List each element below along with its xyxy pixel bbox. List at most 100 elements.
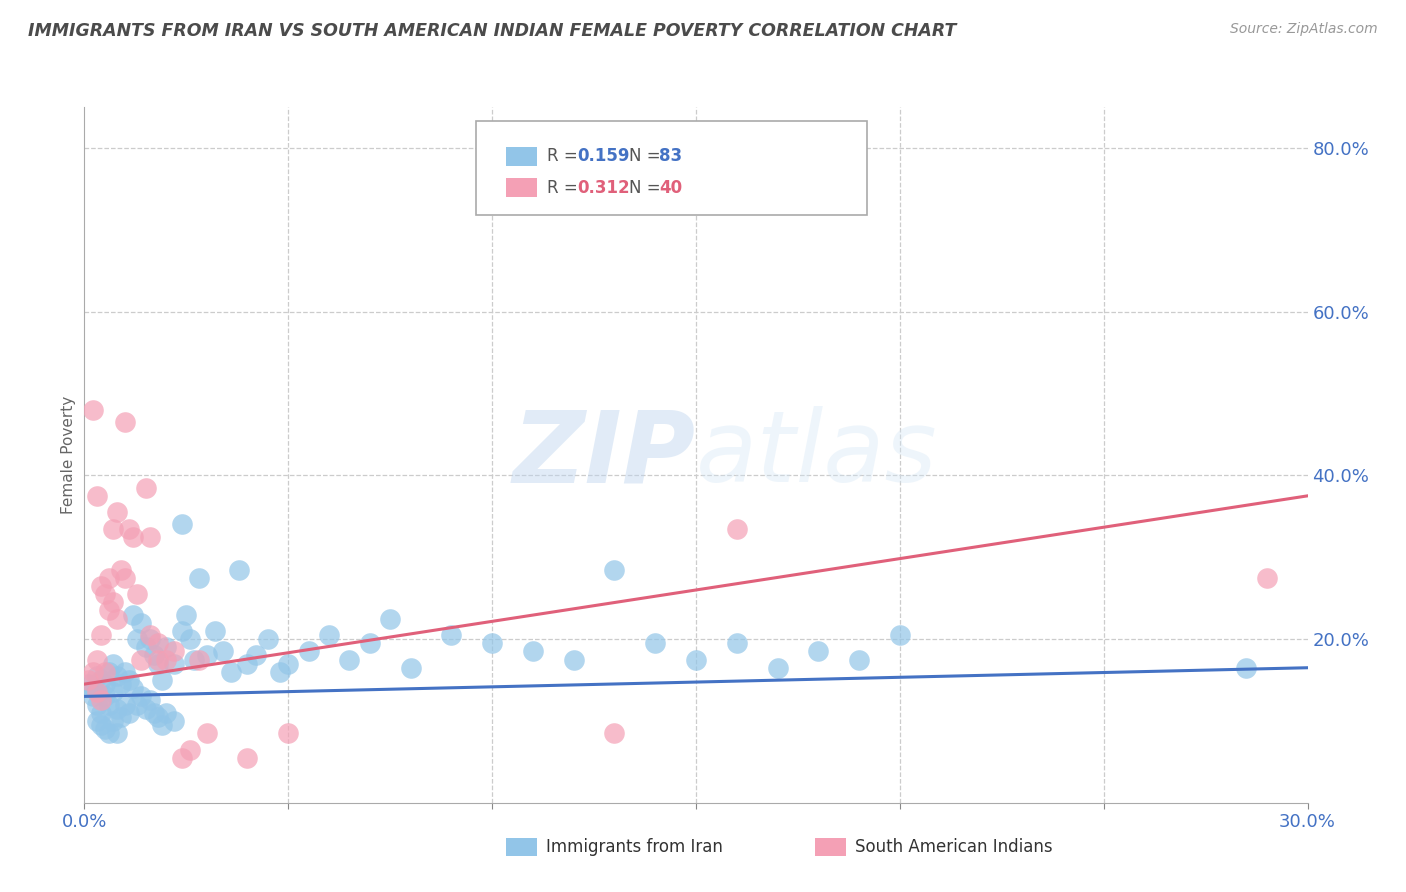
Point [172,624,194,638]
Point [86,698,108,712]
Text: 40: 40 [659,178,682,197]
Point [105,612,128,626]
Point [131,652,153,666]
Y-axis label: Female Poverty: Female Poverty [60,396,76,514]
Point [105,701,128,715]
Point [86,714,108,728]
Point [766,661,789,675]
Point [195,648,218,663]
Point [848,652,870,666]
Point [93,587,117,601]
FancyBboxPatch shape [475,121,868,215]
Point [131,690,153,704]
Text: 0.159: 0.159 [578,147,630,165]
Point [163,714,186,728]
Point [114,698,136,712]
Point [93,722,117,736]
FancyBboxPatch shape [506,146,537,166]
Point [118,706,141,720]
Point [135,481,157,495]
Point [339,652,361,666]
Point [90,628,112,642]
Point [110,710,132,724]
Point [399,661,422,675]
Point [146,657,169,671]
Point [183,652,205,666]
Point [138,628,160,642]
Point [105,726,128,740]
Point [187,652,209,666]
Point [101,657,124,671]
Point [127,698,149,712]
Point [105,505,128,519]
Point [359,636,381,650]
Point [163,644,186,658]
Point [440,628,463,642]
Point [101,595,124,609]
Point [807,644,830,658]
Point [90,579,112,593]
Point [725,636,748,650]
Point [146,652,169,666]
Point [228,562,250,576]
Point [97,698,120,712]
Point [135,640,157,655]
Point [1256,571,1278,585]
Point [82,665,104,679]
Point [187,571,209,585]
Point [90,693,112,707]
Point [277,726,299,740]
Point [179,632,201,646]
Point [257,632,280,646]
Point [97,665,120,679]
Point [725,522,748,536]
Point [97,571,120,585]
Text: Source: ZipAtlas.com: Source: ZipAtlas.com [1230,22,1378,37]
Text: R =: R = [547,147,582,165]
Point [155,640,177,655]
Point [86,669,108,683]
Text: Immigrants from Iran: Immigrants from Iran [546,838,723,856]
Point [179,742,201,756]
Point [122,530,145,544]
Point [86,685,108,699]
Point [127,632,149,646]
Text: N =: N = [628,178,665,197]
Point [150,673,173,687]
Point [318,628,340,642]
Point [86,652,108,666]
Point [163,657,186,671]
Text: 83: 83 [659,147,682,165]
Point [93,690,117,704]
Point [142,648,165,663]
Point [122,681,145,696]
Text: N =: N = [628,147,665,165]
Point [93,677,117,691]
Point [101,685,124,699]
Point [114,415,136,429]
Point [172,517,194,532]
Point [481,636,503,650]
Point [82,403,104,417]
Point [644,636,666,650]
Point [603,562,626,576]
Point [93,665,117,679]
Text: 0.312: 0.312 [578,178,630,197]
Point [122,607,145,622]
Point [110,677,132,691]
Point [172,751,194,765]
Point [110,562,132,576]
Point [77,673,100,687]
Point [118,522,141,536]
Text: South American Indians: South American Indians [855,838,1053,856]
Point [195,726,218,740]
Point [212,644,235,658]
Point [135,701,157,715]
Point [245,648,267,663]
Point [236,751,259,765]
Text: atlas: atlas [696,407,938,503]
Point [105,669,128,683]
Text: R =: R = [547,178,582,197]
Point [90,706,112,720]
Point [155,652,177,666]
